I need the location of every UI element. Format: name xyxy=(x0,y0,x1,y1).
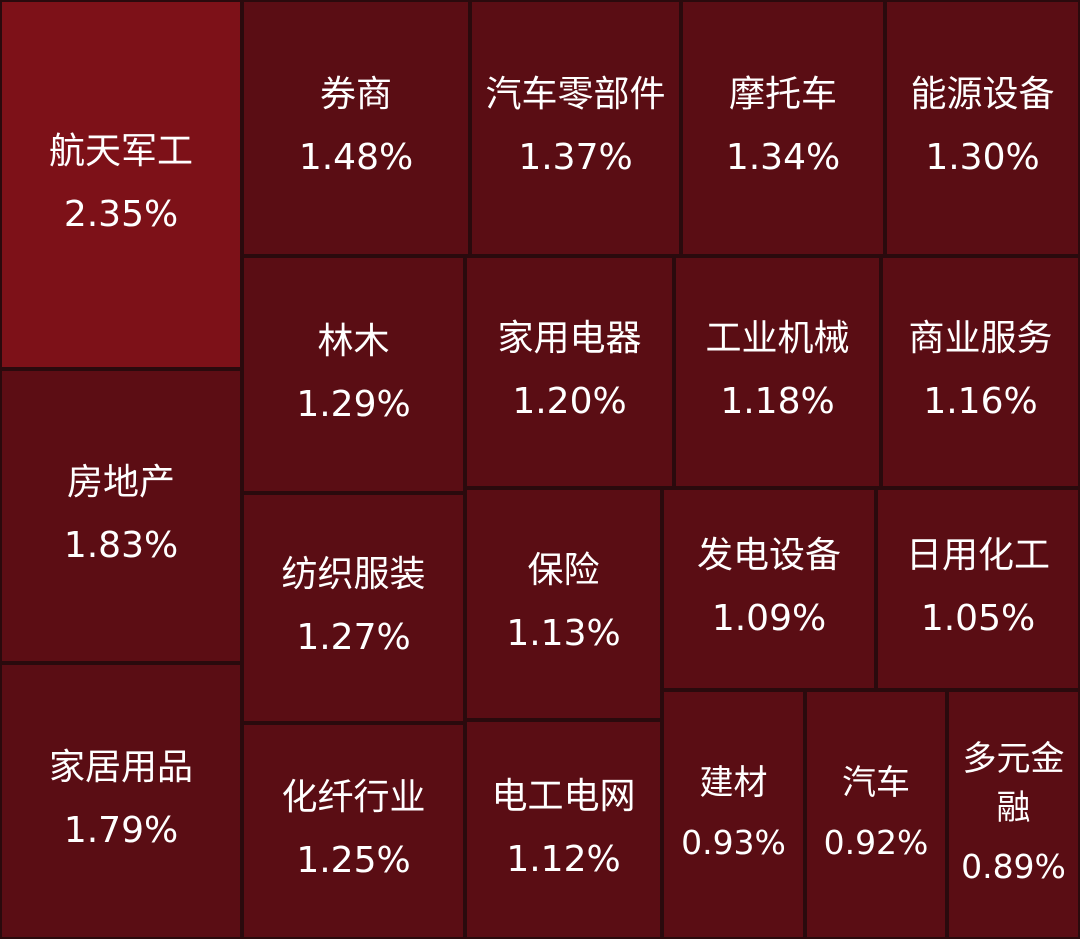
tile-name: 商业服务 xyxy=(908,318,1053,360)
treemap-tile[interactable]: 能源设备 1.30% xyxy=(885,0,1080,256)
tile-value: 1.83% xyxy=(63,525,179,567)
treemap-tile[interactable]: 日用化工 1.05% xyxy=(876,488,1080,690)
tile-name: 能源设备 xyxy=(910,74,1055,116)
tile-name: 建材 xyxy=(699,763,768,804)
tile-name: 工业机械 xyxy=(705,318,850,360)
treemap-tile[interactable]: 航天军工 2.35% xyxy=(0,0,242,369)
treemap-tile[interactable]: 家用电器 1.20% xyxy=(465,256,674,488)
tile-name: 汽车 xyxy=(842,763,910,804)
tile-value: 1.30% xyxy=(925,137,1040,179)
tile-name: 化纤行业 xyxy=(281,777,426,819)
treemap-tile[interactable]: 券商 1.48% xyxy=(242,0,470,256)
tile-value: 0.93% xyxy=(681,822,786,862)
treemap-tile[interactable]: 电工电网 1.12% xyxy=(465,720,662,939)
tile-name: 纺织服装 xyxy=(281,554,426,596)
treemap-tile[interactable]: 汽车 0.92% xyxy=(805,690,947,939)
tile-name: 电工电网 xyxy=(491,775,636,817)
treemap-tile[interactable]: 汽车零部件 1.37% xyxy=(470,0,681,256)
tile-name: 航天军工 xyxy=(48,130,193,172)
tile-value: 1.27% xyxy=(296,617,411,659)
tile-value: 1.34% xyxy=(725,137,841,179)
treemap-tile[interactable]: 化纤行业 1.25% xyxy=(242,723,465,939)
tile-name: 保险 xyxy=(527,550,600,592)
tile-name: 家用电器 xyxy=(497,318,642,360)
tile-name: 家居用品 xyxy=(48,747,193,789)
tile-value: 1.18% xyxy=(720,381,835,423)
treemap-tile[interactable]: 建材 0.93% xyxy=(662,690,805,939)
tile-name: 日用化工 xyxy=(905,535,1050,577)
tile-value: 1.16% xyxy=(923,381,1038,423)
tile-value: 1.12% xyxy=(506,838,621,880)
tile-name: 券商 xyxy=(319,74,392,116)
tile-name: 多元金融 xyxy=(962,738,1065,829)
tile-name: 林木 xyxy=(317,320,390,362)
tile-value: 0.92% xyxy=(823,822,929,862)
tile-value: 1.48% xyxy=(298,137,414,179)
tile-value: 1.25% xyxy=(296,840,411,882)
treemap-tile[interactable]: 工业机械 1.18% xyxy=(674,256,881,488)
tile-name: 汽车零部件 xyxy=(485,74,666,116)
treemap-tile[interactable]: 多元金融 0.89% xyxy=(947,690,1080,939)
treemap-tile[interactable]: 摩托车 1.34% xyxy=(681,0,885,256)
tile-name: 摩托车 xyxy=(728,74,837,116)
tile-value: 0.89% xyxy=(961,847,1066,887)
tile-value: 1.09% xyxy=(711,598,827,640)
treemap-tile[interactable]: 纺织服装 1.27% xyxy=(242,493,465,723)
tile-name: 发电设备 xyxy=(696,535,841,577)
treemap-tile[interactable]: 家居用品 1.79% xyxy=(0,663,242,939)
treemap-tile[interactable]: 商业服务 1.16% xyxy=(881,256,1080,488)
tile-value: 1.37% xyxy=(518,137,633,179)
tile-value: 1.05% xyxy=(920,598,1036,640)
tile-value: 1.20% xyxy=(512,381,627,423)
treemap-tile[interactable]: 发电设备 1.09% xyxy=(662,488,876,690)
treemap-tile[interactable]: 林木 1.29% xyxy=(242,256,465,493)
tile-value: 1.13% xyxy=(506,613,621,655)
tile-value: 1.29% xyxy=(296,383,411,425)
tile-value: 2.35% xyxy=(63,193,179,235)
tile-value: 1.79% xyxy=(63,810,179,852)
tile-name: 房地产 xyxy=(66,462,175,504)
treemap-tile[interactable]: 保险 1.13% xyxy=(465,488,662,720)
treemap-tile[interactable]: 房地产 1.83% xyxy=(0,369,242,663)
